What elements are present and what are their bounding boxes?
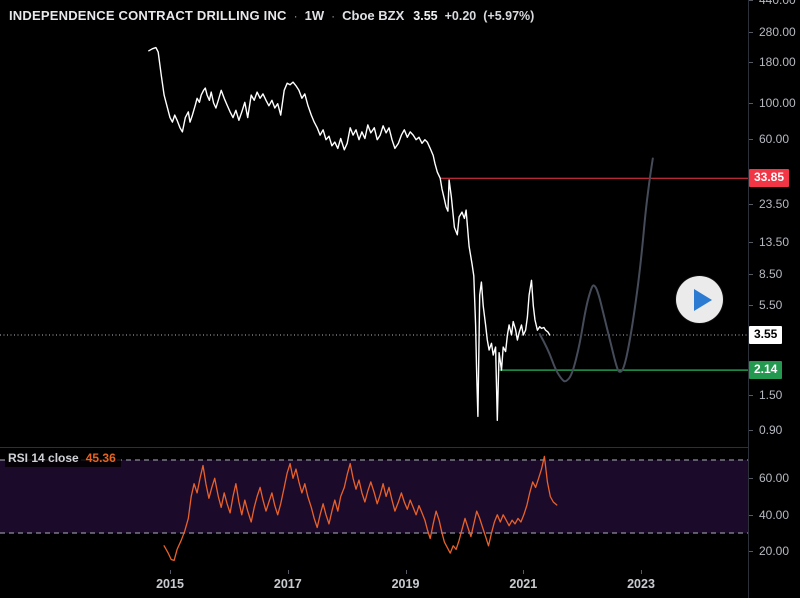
- rsi-axis-label: 40.00: [749, 507, 800, 523]
- price-axis-label: 1.50: [749, 387, 800, 403]
- price-axis[interactable]: 33.85 3.55 2.14 440.00 280.00 180.00 100.00…: [748, 0, 800, 598]
- rsi-band: [0, 460, 748, 533]
- time-tick-mark: [287, 570, 289, 574]
- rsi-indicator-legend: RSI 14 close 45.36: [5, 450, 121, 467]
- price-axis-label: 180.00: [749, 54, 800, 70]
- last-price-value: 3.55: [413, 9, 438, 23]
- price-axis-label: 60.00: [749, 131, 800, 147]
- interval-label[interactable]: 1W: [304, 8, 325, 23]
- time-axis-label: 2023: [627, 577, 655, 591]
- price-change-percent: (+5.97%): [483, 9, 535, 23]
- time-axis-label: 2019: [391, 577, 420, 591]
- time-axis-label: 2017: [273, 577, 302, 591]
- support-price-badge: 2.14: [749, 361, 783, 380]
- exchange-label[interactable]: Cboe BZX: [342, 8, 405, 23]
- time-tick-mark: [170, 570, 171, 574]
- price-series-line[interactable]: [148, 46, 551, 421]
- symbol-title[interactable]: INDEPENDENCE CONTRACT DRILLING INC: [9, 8, 287, 23]
- time-tick-mark: [641, 570, 642, 574]
- separator-dot: ·: [293, 9, 298, 23]
- play-icon: [693, 288, 712, 311]
- rsi-chart-canvas[interactable]: [0, 447, 748, 570]
- play-button[interactable]: [676, 276, 723, 323]
- resistance-price-badge: 33.85: [749, 169, 790, 188]
- rsi-indicator-title[interactable]: RSI 14 close: [8, 451, 79, 465]
- price-axis-label: 13.50: [749, 234, 800, 250]
- projection-curve-drawing[interactable]: [538, 157, 654, 383]
- price-axis-label: 5.50: [749, 297, 800, 313]
- time-axis[interactable]: 2015 2017 2019 2021 2023: [0, 570, 748, 598]
- rsi-axis-label: 60.00: [749, 470, 800, 486]
- price-axis-label: 440.00: [749, 0, 800, 8]
- rsi-indicator-value: 45.36: [85, 451, 116, 465]
- time-tick-mark: [523, 570, 525, 574]
- time-axis-label: 2021: [509, 577, 538, 591]
- rsi-series-line[interactable]: [163, 455, 558, 562]
- time-tick-mark: [405, 570, 407, 574]
- price-axis-label: 8.50: [749, 266, 800, 282]
- price-change-value: +0.20: [444, 9, 477, 23]
- time-axis-label: 2015: [156, 577, 184, 591]
- price-axis-label: 0.90: [749, 422, 800, 438]
- price-chart-canvas[interactable]: [0, 0, 748, 447]
- price-axis-label: 23.50: [749, 196, 800, 212]
- price-axis-label: 100.00: [749, 95, 800, 111]
- last-price-badge: 3.55: [749, 326, 783, 344]
- price-axis-label: 280.00: [749, 24, 800, 40]
- separator-dot: ·: [331, 9, 336, 23]
- pane-separator[interactable]: [0, 447, 800, 448]
- rsi-axis-label: 20.00: [749, 543, 800, 559]
- symbol-legend: INDEPENDENCE CONTRACT DRILLING INC · 1W …: [9, 8, 534, 23]
